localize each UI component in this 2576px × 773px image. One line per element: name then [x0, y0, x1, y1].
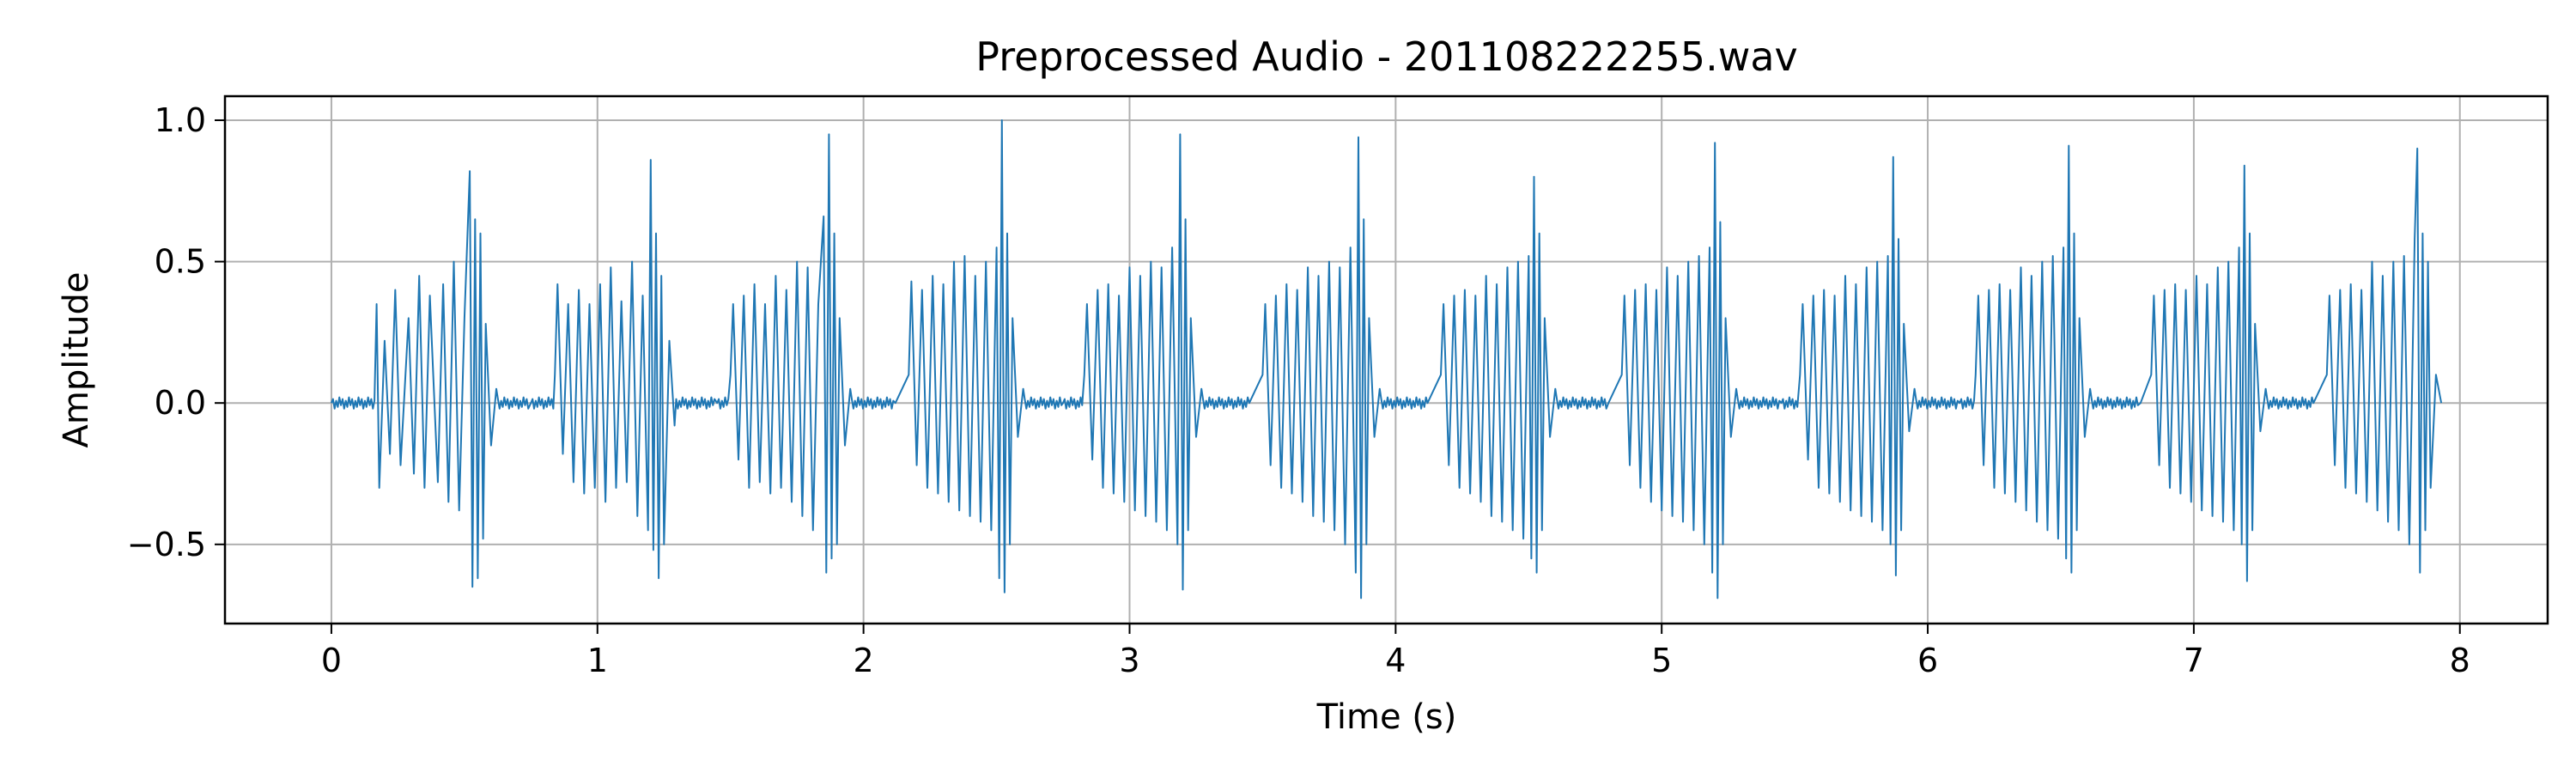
- x-tick-label: 6: [1917, 642, 1938, 679]
- x-axis-label: Time (s): [1316, 697, 1457, 737]
- x-tick-label: 1: [587, 642, 608, 679]
- x-tick-label: 5: [1651, 642, 1672, 679]
- x-tick-label: 2: [854, 642, 874, 679]
- waveform-line: [330, 119, 2443, 600]
- x-tick-label: 3: [1119, 642, 1139, 679]
- x-axis-ticks: 0 1 2 3 4 5 6 7 8: [321, 624, 2470, 679]
- x-tick-label: 0: [321, 642, 342, 679]
- y-tick-label: 0.0: [155, 384, 206, 422]
- x-tick-label: 7: [2184, 642, 2204, 679]
- plot-area-frame: [223, 94, 2549, 625]
- y-tick-label: 1.0: [155, 101, 206, 139]
- chart-title: Preprocessed Audio - 201108222255.wav: [975, 33, 1797, 80]
- y-axis-ticks: −0.5 0.0 0.5 1.0: [127, 101, 225, 563]
- y-tick-label: 0.5: [155, 243, 206, 281]
- x-tick-label: 8: [2450, 642, 2470, 679]
- x-tick-label: 4: [1385, 642, 1406, 679]
- y-tick-label: −0.5: [127, 526, 206, 563]
- y-axis-label: Amplitude: [57, 272, 96, 448]
